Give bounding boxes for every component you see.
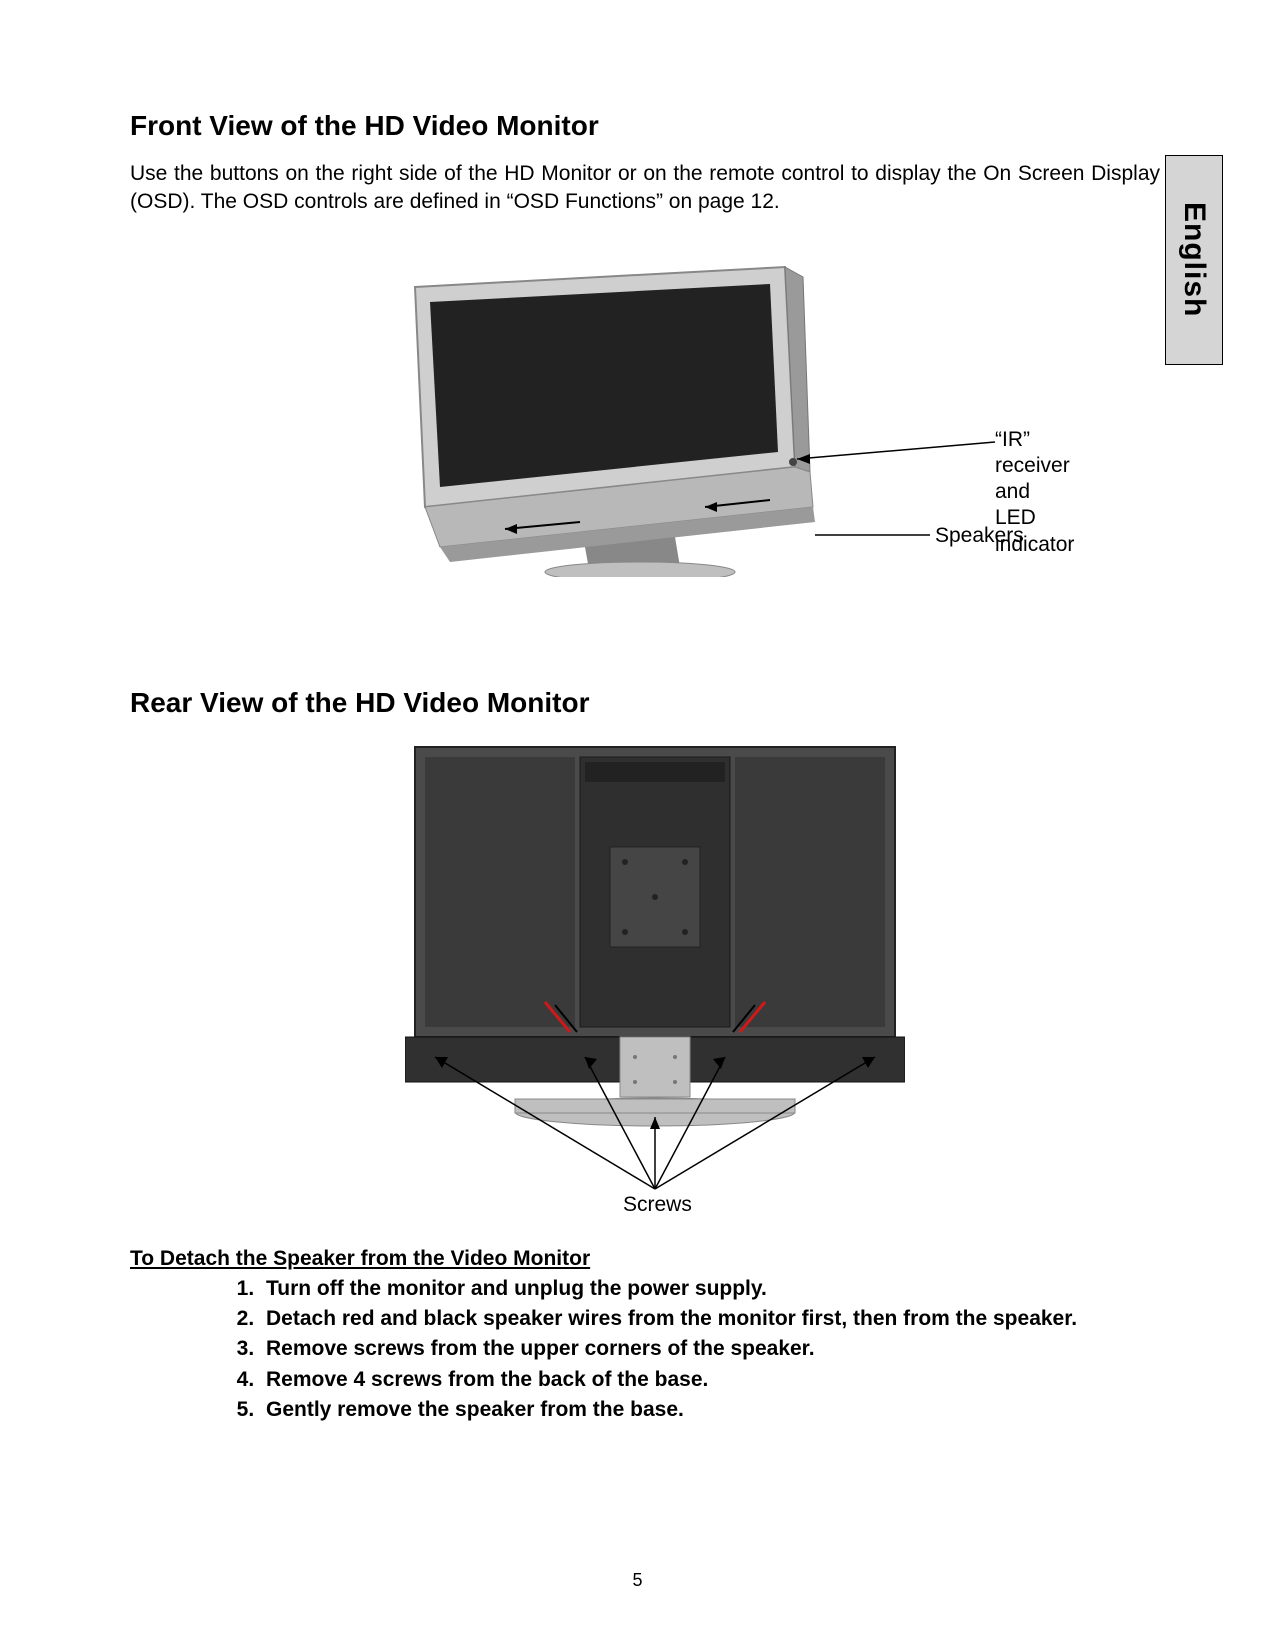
- list-item: Gently remove the speaker from the base.: [260, 1396, 1160, 1424]
- list-item: Turn off the monitor and unplug the powe…: [260, 1275, 1160, 1303]
- section1-body: Use the buttons on the right side of the…: [130, 160, 1160, 217]
- figure-rear-view: Screws: [235, 737, 1055, 1237]
- detach-steps-list: Turn off the monitor and unplug the powe…: [130, 1275, 1160, 1425]
- list-item: Remove 4 screws from the back of the bas…: [260, 1366, 1160, 1394]
- page-number: 5: [632, 1570, 642, 1591]
- figure-front-view: “IR” receiver and LED indicator Speakers: [235, 237, 1055, 657]
- list-item: Detach red and black speaker wires from …: [260, 1305, 1160, 1333]
- callout-lines-rear: [235, 737, 1055, 1237]
- language-tab: English: [1165, 155, 1223, 365]
- callout-speakers: Speakers: [935, 523, 1024, 549]
- page-content: Front View of the HD Video Monitor Use t…: [130, 110, 1160, 1426]
- list-item: Remove screws from the upper corners of …: [260, 1335, 1160, 1363]
- section2-title: Rear View of the HD Video Monitor: [130, 687, 1160, 719]
- callout-screws: Screws: [623, 1192, 692, 1218]
- callout-lines-front: [235, 237, 1055, 657]
- detach-heading: To Detach the Speaker from the Video Mon…: [130, 1247, 1160, 1271]
- callout-ir-line1: “IR” receiver and: [995, 427, 1074, 506]
- language-tab-label: English: [1177, 202, 1211, 317]
- section1-title: Front View of the HD Video Monitor: [130, 110, 1160, 142]
